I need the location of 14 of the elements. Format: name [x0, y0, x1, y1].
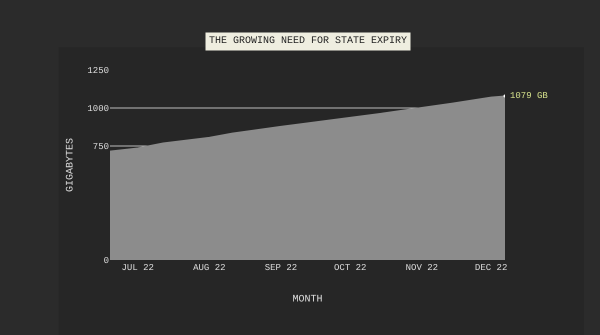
- x-tick-label: JUL 22: [122, 263, 154, 273]
- y-tick-label: 1250: [87, 66, 109, 76]
- chart-title: THE GROWING NEED FOR STATE EXPIRY: [209, 36, 408, 47]
- x-tick-label: DEC 22: [474, 263, 508, 273]
- x-tick-label: AUG 22: [193, 263, 226, 273]
- y-tick-label: 1000: [87, 104, 109, 114]
- annotation: 1079 GB: [510, 91, 548, 101]
- y-tick-label: 0: [104, 256, 109, 266]
- y-tick-label: 750: [92, 142, 109, 152]
- y-axis-title: GIGABYTES: [65, 138, 76, 192]
- x-axis-title: MONTH: [292, 294, 323, 306]
- x-tick-label: OCT 22: [334, 263, 366, 273]
- x-tick-label: SEP 22: [264, 263, 298, 273]
- x-tick-label: NOV 22: [406, 263, 438, 273]
